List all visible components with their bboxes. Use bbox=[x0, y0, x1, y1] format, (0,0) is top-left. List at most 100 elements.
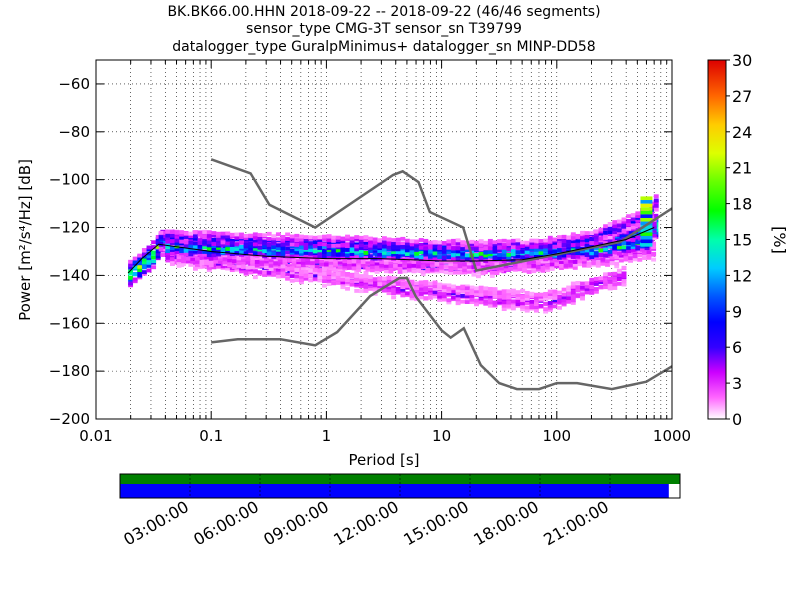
density-cell bbox=[243, 236, 249, 240]
density-cell bbox=[347, 257, 353, 262]
density-cell bbox=[356, 268, 362, 272]
density-cell bbox=[280, 274, 286, 279]
density-cell bbox=[451, 249, 456, 254]
density-cell bbox=[533, 308, 539, 313]
density-cell bbox=[428, 257, 433, 261]
density-cell bbox=[570, 251, 576, 256]
density-cell bbox=[607, 244, 613, 249]
density-cell bbox=[252, 251, 258, 256]
density-cell bbox=[469, 288, 475, 293]
density-cell bbox=[476, 261, 481, 266]
density-cell bbox=[460, 289, 466, 294]
density-cell bbox=[298, 245, 304, 250]
density-cell bbox=[547, 300, 553, 305]
density-cell bbox=[607, 221, 613, 226]
density-cell bbox=[515, 302, 521, 307]
density-cell bbox=[651, 245, 657, 249]
density-cell bbox=[575, 251, 581, 256]
density-cell bbox=[621, 282, 627, 287]
density-cell bbox=[275, 243, 281, 248]
density-cell bbox=[428, 249, 433, 254]
density-cell bbox=[616, 281, 622, 286]
density-cell bbox=[262, 273, 268, 277]
density-cell bbox=[174, 230, 180, 235]
y-ticks: −60 −80 −100 −120 −140 −160 −180 −200 bbox=[49, 75, 672, 428]
density-cell bbox=[614, 255, 620, 260]
density-cell bbox=[257, 235, 263, 240]
density-cell bbox=[526, 264, 532, 269]
density-cell bbox=[174, 250, 180, 254]
density-cell bbox=[492, 290, 498, 295]
density-cell bbox=[589, 247, 595, 252]
density-cell bbox=[524, 240, 530, 245]
density-cell bbox=[188, 238, 194, 243]
density-cell bbox=[497, 253, 503, 257]
density-cell bbox=[280, 237, 286, 242]
density-cell bbox=[428, 281, 433, 286]
density-cell bbox=[545, 263, 551, 268]
density-cell bbox=[464, 286, 470, 291]
density-cell bbox=[239, 244, 244, 249]
density-cell bbox=[607, 282, 613, 287]
density-cell bbox=[411, 259, 417, 264]
density-cell bbox=[225, 237, 231, 242]
density-cell bbox=[245, 260, 251, 265]
density-cell bbox=[146, 254, 152, 258]
density-cell bbox=[462, 270, 468, 275]
density-cell bbox=[372, 251, 378, 256]
density-cell bbox=[257, 233, 263, 237]
density-cell bbox=[547, 235, 553, 240]
density-cell bbox=[335, 252, 341, 257]
density-cell bbox=[480, 261, 486, 266]
density-cell bbox=[277, 258, 283, 262]
density-cell bbox=[653, 194, 659, 199]
density-cell bbox=[524, 249, 530, 254]
density-cell bbox=[239, 232, 244, 237]
density-cell bbox=[211, 263, 217, 268]
density-cell bbox=[533, 244, 539, 249]
density-cell bbox=[572, 262, 578, 267]
density-cell bbox=[501, 255, 507, 260]
density-cell bbox=[354, 244, 360, 249]
density-cell bbox=[285, 232, 291, 237]
density-cell bbox=[561, 292, 567, 297]
density-cell bbox=[443, 270, 449, 275]
density-cell bbox=[409, 239, 415, 244]
density-cell bbox=[529, 299, 535, 304]
density-cell bbox=[183, 246, 189, 251]
density-cell bbox=[289, 242, 295, 247]
density-cell bbox=[586, 263, 592, 268]
density-cell bbox=[345, 272, 350, 277]
density-cell bbox=[195, 235, 201, 240]
density-cell bbox=[469, 249, 475, 254]
density-cell bbox=[515, 238, 521, 243]
density-cell bbox=[591, 261, 597, 265]
density-cell bbox=[487, 291, 493, 296]
density-cell bbox=[538, 247, 544, 252]
time-coverage: 03:00:0006:00:0009:00:0012:00:0015:00:00… bbox=[119, 473, 681, 549]
density-cell bbox=[354, 282, 360, 287]
density-cell bbox=[185, 259, 191, 264]
density-cell bbox=[379, 263, 385, 268]
density-cell bbox=[457, 266, 463, 271]
density-cell bbox=[250, 259, 256, 264]
density-cell bbox=[443, 259, 449, 264]
density-cell bbox=[533, 305, 539, 310]
density-cell bbox=[368, 283, 374, 288]
density-cell bbox=[202, 264, 208, 269]
density-cell bbox=[603, 226, 609, 231]
density-cell bbox=[248, 267, 254, 272]
density-cell bbox=[552, 240, 558, 245]
density-cell bbox=[520, 295, 526, 299]
density-cell bbox=[393, 263, 399, 268]
density-cell bbox=[280, 271, 286, 276]
density-cell bbox=[570, 236, 576, 241]
density-cell bbox=[457, 260, 463, 265]
density-cell bbox=[236, 264, 242, 268]
density-cell bbox=[434, 267, 440, 272]
density-cell bbox=[474, 247, 480, 252]
density-cell bbox=[155, 234, 161, 239]
density-cell bbox=[345, 234, 350, 239]
density-cell bbox=[206, 267, 212, 272]
density-cell bbox=[391, 288, 397, 292]
